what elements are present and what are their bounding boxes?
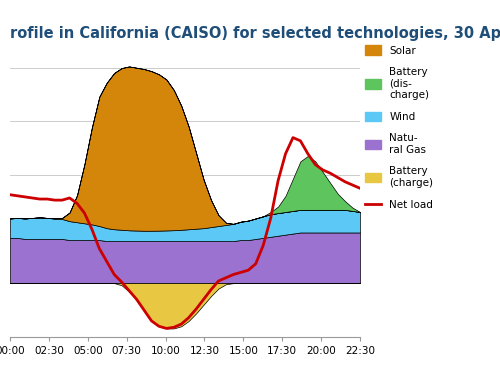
Text: rofile in California (CAISO) for selected technologies, 30 April: rofile in California (CAISO) for selecte… xyxy=(10,26,500,41)
Legend: Solar, Battery
(dis-
charge), Wind, Natu-
ral Gas, Battery
(charge), Net load: Solar, Battery (dis- charge), Wind, Natu… xyxy=(365,45,433,210)
